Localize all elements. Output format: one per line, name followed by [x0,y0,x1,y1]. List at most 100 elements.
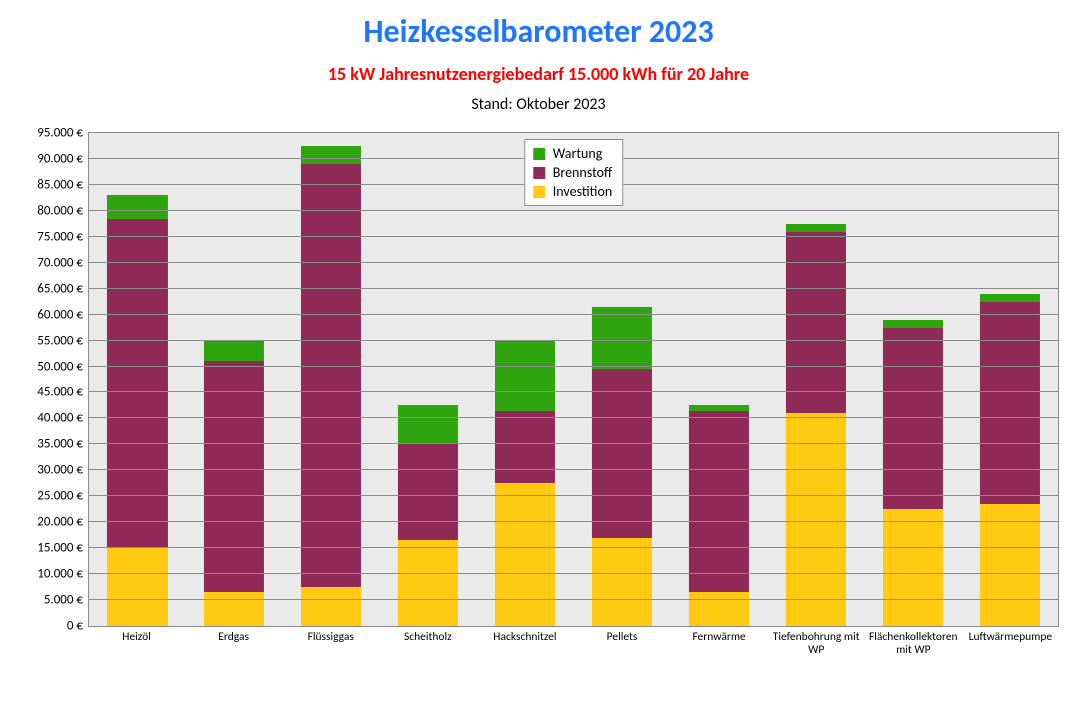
gridline [89,391,1058,392]
bar-segment-brennstoff [204,361,264,592]
x-axis-label: Hackschnitzel [476,627,573,657]
legend-item: Brennstoff [533,164,612,181]
gridline [89,314,1058,315]
gridline [89,210,1058,211]
gridline [89,443,1058,444]
legend-label: Investition [553,183,612,200]
bar-segment-wartung [980,294,1040,302]
y-axis-label: 50.000 € [37,359,83,374]
gridline [89,262,1058,263]
bar-segment-wartung [204,341,264,362]
bar-segment-investition [883,509,943,626]
bar-segment-brennstoff [786,232,846,414]
gridline [89,236,1058,237]
legend-label: Brennstoff [553,164,612,181]
chart-subtitle: 15 kW Jahresnutzenergiebedarf 15.000 kWh… [0,63,1077,85]
y-axis-label: 15.000 € [37,541,83,556]
x-axis-label: Luftwärmepumpe [962,627,1059,657]
gridline [89,573,1058,574]
y-axis-label: 25.000 € [37,489,83,504]
bar-segment-wartung [495,341,555,411]
bar-segment-wartung [883,320,943,328]
bar-segment-investition [786,413,846,626]
chart-title: Heizkesselbarometer 2023 [0,12,1077,51]
chart-date: Stand: Oktober 2023 [0,95,1077,114]
x-axis-label: Heizöl [88,627,185,657]
bar-slot [283,133,380,626]
x-axis: HeizölErdgasFlüssiggasScheitholzHackschn… [88,627,1059,657]
x-axis-label: Erdgas [185,627,282,657]
bar-slot [186,133,283,626]
y-axis-label: 40.000 € [37,411,83,426]
bar-segment-investition [689,592,749,626]
bar-segment-investition [398,540,458,626]
bar [495,341,555,626]
y-axis-label: 35.000 € [37,437,83,452]
gridline [89,599,1058,600]
bar-segment-investition [204,592,264,626]
x-axis-label: Fernwärme [671,627,768,657]
x-axis-label: Tiefenbohrung mit WP [768,627,865,657]
bar [107,195,167,626]
bar-segment-brennstoff [980,302,1040,504]
bar-segment-wartung [592,307,652,369]
y-axis-label: 80.000 € [37,203,83,218]
bar [689,405,749,626]
legend-item: Wartung [533,145,612,162]
y-axis-label: 0 € [67,619,83,634]
legend-item: Investition [533,183,612,200]
gridline [89,495,1058,496]
gridline [89,547,1058,548]
x-axis-label: Flächenkollektoren mit WP [865,627,962,657]
bar-segment-investition [495,483,555,626]
y-axis-label: 10.000 € [37,567,83,582]
y-axis-label: 30.000 € [37,463,83,478]
bar-segment-investition [301,587,361,626]
y-axis-label: 55.000 € [37,333,83,348]
x-axis-label: Flüssiggas [282,627,379,657]
bar [786,224,846,626]
y-axis-label: 45.000 € [37,385,83,400]
gridline [89,340,1058,341]
bar-slot [477,133,574,626]
bar-segment-investition [980,504,1040,626]
y-axis-label: 70.000 € [37,255,83,270]
legend-swatch [533,167,545,179]
bar-segment-brennstoff [883,328,943,510]
gridline [89,366,1058,367]
gridline [89,469,1058,470]
x-axis-label: Scheitholz [379,627,476,657]
bar-slot [767,133,864,626]
y-axis-label: 95.000 € [37,126,83,141]
bar [301,146,361,626]
bar-slot [670,133,767,626]
bar-slot [961,133,1058,626]
bar-segment-brennstoff [495,411,555,484]
bar-segment-brennstoff [689,411,749,593]
bar-segment-wartung [107,195,167,218]
bar-segment-wartung [398,405,458,444]
bar-segment-brennstoff [398,444,458,540]
bar [592,307,652,626]
plot-area: WartungBrennstoffInvestition 0 €5.000 €1… [88,132,1059,627]
legend-swatch [533,186,545,198]
gridline [89,521,1058,522]
chart-container: Wartung Brennstoff Investition 0 € 5.000 € 1… [18,132,1059,657]
x-axis-label: Pellets [573,627,670,657]
y-axis-label: 5.000 € [44,593,83,608]
legend: Wartung Brennstoff Investition [524,139,623,206]
y-axis-label: 85.000 € [37,177,83,192]
bar-slot [574,133,671,626]
bar-segment-wartung [301,146,361,164]
y-axis-label: 90.000 € [37,151,83,166]
bar-segment-brennstoff [592,369,652,538]
gridline [89,288,1058,289]
bar-segment-wartung [786,224,846,232]
bar [204,341,264,626]
y-axis-label: 75.000 € [37,229,83,244]
gridline [89,417,1058,418]
bar-segment-investition [107,548,167,626]
y-axis-label: 60.000 € [37,307,83,322]
y-axis-label: 65.000 € [37,281,83,296]
bar-slot [864,133,961,626]
